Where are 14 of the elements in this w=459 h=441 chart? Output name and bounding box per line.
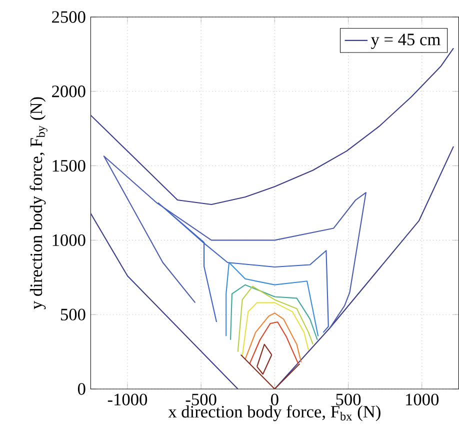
x-axis-title: x direction body force, F$_{bx}$ (N)	[168, 405, 380, 422]
x-tick-label: 0	[271, 394, 278, 406]
x-tick-label: -1000	[108, 394, 148, 406]
x-tick-label: 500	[336, 394, 361, 406]
y-tick-label: 0	[78, 383, 86, 395]
y-tick-label: 2500	[52, 11, 86, 23]
x-tick-label: 1000	[406, 394, 439, 406]
y-tick-label: 1500	[52, 160, 86, 172]
y-tick-label: 1000	[52, 234, 86, 246]
y-tick-label: 2000	[52, 86, 86, 98]
y-tick-label: 500	[60, 308, 86, 320]
y-axis-title: y direction body force, F$_{by}$ (N)	[30, 97, 48, 310]
x-tick-label: -500	[186, 394, 216, 406]
legend-label: y = 45 cm	[370, 34, 440, 49]
